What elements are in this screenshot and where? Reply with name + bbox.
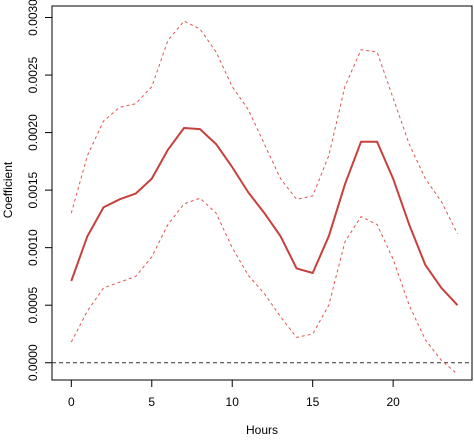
x-tick-label: 0 xyxy=(68,395,75,409)
y-tick-label: 0.0005 xyxy=(26,287,40,324)
y-tick-label: 0.0000 xyxy=(26,344,40,381)
y-tick-label: 0.0015 xyxy=(26,171,40,208)
y-tick-label: 0.0025 xyxy=(26,56,40,93)
line-series xyxy=(70,127,459,306)
x-axis-label: Hours xyxy=(246,423,278,437)
y-tick-label: 0.0030 xyxy=(26,0,40,36)
x-tick-label: 5 xyxy=(148,395,155,409)
y-axis-label: Coefficient xyxy=(1,161,15,218)
plot-frame xyxy=(51,5,473,381)
x-tick-label: 15 xyxy=(306,395,320,409)
y-tick-label: 0.0020 xyxy=(26,114,40,151)
x-tick-label: 10 xyxy=(226,395,240,409)
y-tick-label: 0.0010 xyxy=(26,229,40,266)
x-tick-label: 20 xyxy=(386,395,400,409)
line-series xyxy=(70,20,458,235)
line-series xyxy=(70,197,458,375)
